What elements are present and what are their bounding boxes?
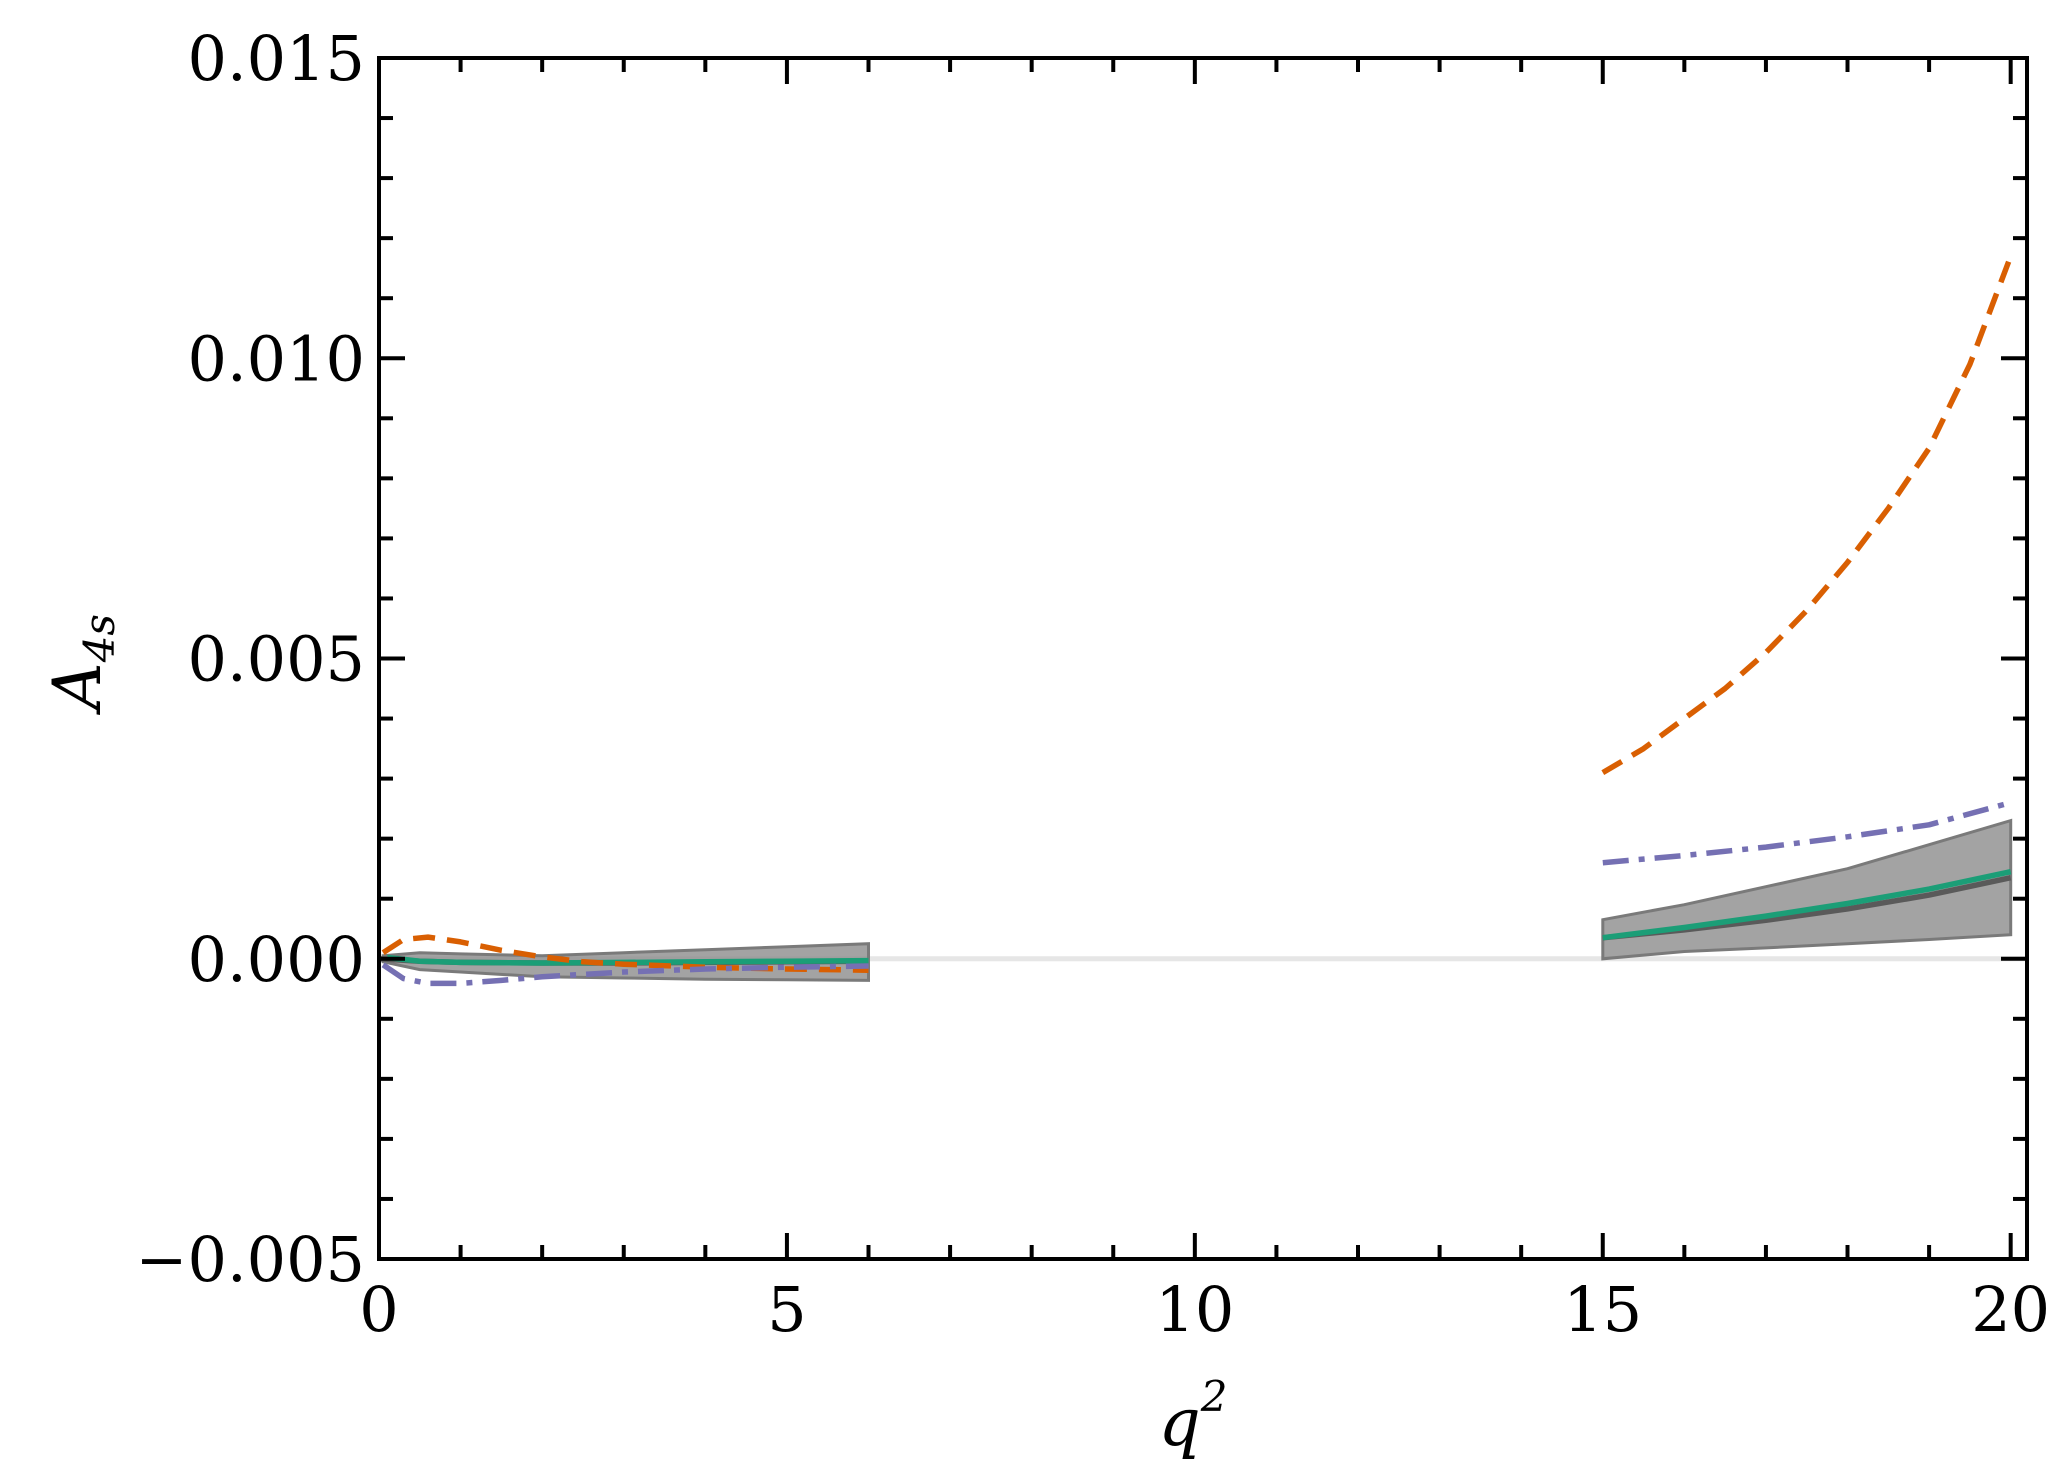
x-tick-label: 10 bbox=[1155, 1273, 1234, 1346]
x-axis-title: q2 bbox=[1159, 1372, 1228, 1461]
y-tick-label: 0.000 bbox=[188, 923, 366, 996]
y-tick-label: −0.005 bbox=[136, 1223, 365, 1296]
series-purple-line-2 bbox=[1602, 799, 2012, 866]
series-purple-line-1 bbox=[381, 962, 869, 987]
y-tick-label: 0.010 bbox=[188, 322, 366, 395]
x-tick-label: 0 bbox=[359, 1273, 398, 1346]
series-green-line-2 bbox=[1602, 869, 2012, 941]
axis-ticks bbox=[377, 56, 2029, 1261]
y-axis-title: A4s bbox=[39, 614, 124, 716]
series-orange-line-2 bbox=[1601, 255, 2014, 775]
plot-frame bbox=[377, 56, 2029, 1261]
plot-area bbox=[379, 255, 2027, 987]
tick-labels: 0 5 10 15 20 −0.005 0.000 0.005 0.010 0.015 bbox=[136, 22, 2051, 1346]
x-tick-label: 5 bbox=[767, 1273, 806, 1346]
y-tick-label: 0.005 bbox=[188, 623, 366, 696]
x-tick-label: 20 bbox=[1971, 1273, 2050, 1346]
series-orange-line-1 bbox=[381, 934, 869, 973]
x-tick-label: 15 bbox=[1563, 1273, 1642, 1346]
x-axis-title-superscript: 2 bbox=[1200, 1372, 1228, 1421]
y-axis-title-subscript: 4s bbox=[75, 614, 124, 663]
y-tick-label: 0.015 bbox=[188, 22, 366, 95]
